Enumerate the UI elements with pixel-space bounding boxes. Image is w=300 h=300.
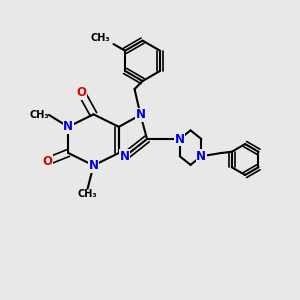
Text: N: N: [120, 150, 130, 163]
Text: N: N: [196, 150, 206, 163]
Text: CH₃: CH₃: [78, 189, 98, 199]
Text: N: N: [88, 159, 98, 172]
Text: CH₃: CH₃: [29, 110, 49, 120]
Text: N: N: [63, 120, 73, 133]
Text: O: O: [76, 86, 87, 99]
Text: N: N: [136, 108, 146, 122]
Text: N: N: [175, 133, 185, 146]
Text: O: O: [43, 155, 52, 168]
Text: CH₃: CH₃: [91, 33, 110, 43]
